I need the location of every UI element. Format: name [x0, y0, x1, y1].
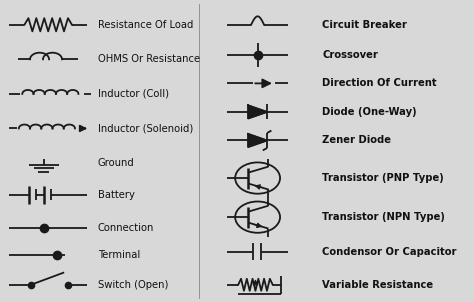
Text: OHMS Or Resistance: OHMS Or Resistance [98, 54, 200, 64]
Text: Inductor (Solenoid): Inductor (Solenoid) [98, 124, 193, 133]
Text: Zener Diode: Zener Diode [322, 136, 392, 146]
Polygon shape [248, 105, 267, 118]
Polygon shape [248, 134, 267, 147]
Text: Ground: Ground [98, 158, 135, 168]
Text: Terminal: Terminal [98, 250, 140, 260]
Text: Resistance Of Load: Resistance Of Load [98, 20, 193, 30]
Text: Connection: Connection [98, 223, 154, 233]
Text: Battery: Battery [98, 190, 135, 200]
Text: Inductor (Coll): Inductor (Coll) [98, 89, 169, 99]
Text: Variable Resistance: Variable Resistance [322, 280, 434, 290]
Text: Crossover: Crossover [322, 50, 378, 60]
Text: Direction Of Current: Direction Of Current [322, 78, 437, 88]
Text: Condensor Or Capacitor: Condensor Or Capacitor [322, 247, 457, 257]
Text: Transistor (PNP Type): Transistor (PNP Type) [322, 173, 444, 183]
Text: Circuit Breaker: Circuit Breaker [322, 20, 407, 30]
Text: Diode (One-Way): Diode (One-Way) [322, 107, 417, 117]
Text: Switch (Open): Switch (Open) [98, 280, 168, 290]
Text: Transistor (NPN Type): Transistor (NPN Type) [322, 212, 445, 222]
